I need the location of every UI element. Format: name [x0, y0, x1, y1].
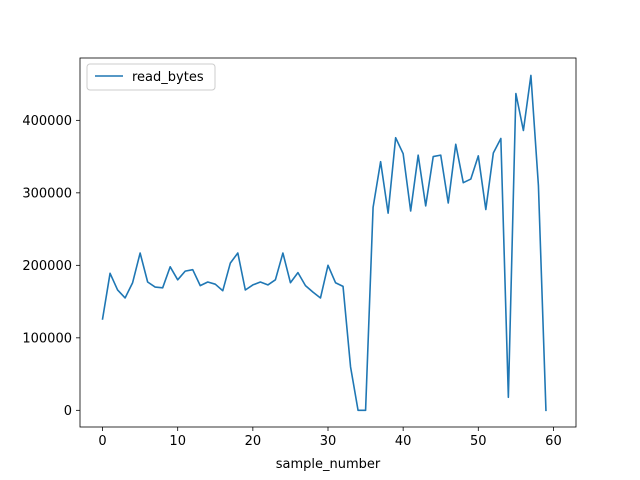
legend-label-read-bytes: read_bytes [132, 70, 204, 85]
x-axis-label: sample_number [276, 457, 381, 472]
series-line-read-bytes [101, 74, 547, 412]
x-tick-label: 50 [470, 434, 487, 449]
x-tick-label: 30 [320, 434, 337, 449]
x-tick-label: 0 [98, 434, 106, 449]
legend: read_bytes [86, 63, 216, 91]
plot-area [101, 74, 547, 412]
y-tick-label: 0 [64, 404, 72, 419]
x-tick-label: 10 [169, 434, 186, 449]
x-tick-label: 60 [545, 434, 562, 449]
axes-frame [79, 57, 577, 428]
y-tick-label: 100000 [22, 331, 72, 346]
y-tick-label: 300000 [22, 186, 72, 201]
y-tick-label: 400000 [22, 114, 72, 129]
legend-box [86, 63, 216, 91]
x-tick-label: 40 [395, 434, 412, 449]
y-axis-ticks: 0 100000 200000 300000 400000 [22, 114, 80, 419]
x-axis-ticks: 0 10 20 30 40 50 60 [98, 427, 562, 449]
y-tick-label: 200000 [22, 259, 72, 274]
x-tick-label: 20 [245, 434, 262, 449]
